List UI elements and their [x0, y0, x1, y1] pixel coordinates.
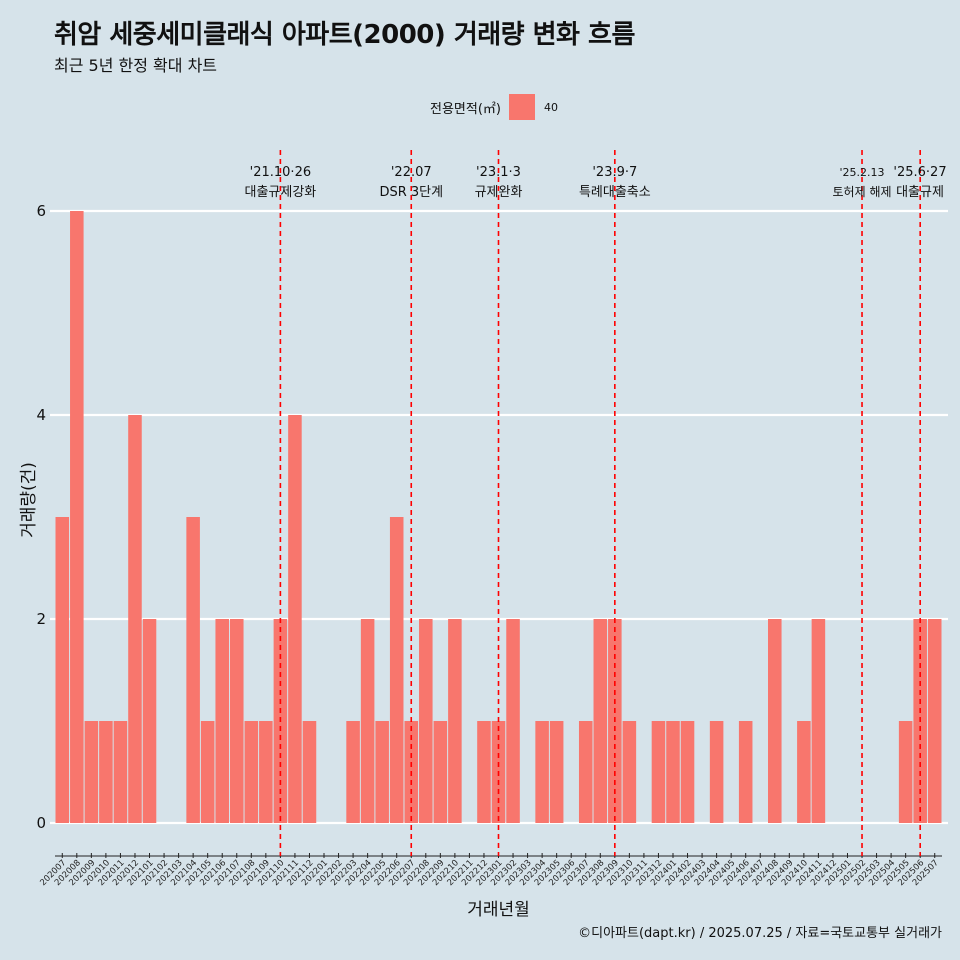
bar	[55, 517, 70, 823]
chart-title: 취암 세중세미클래식 아파트(2000) 거래량 변화 흐름	[54, 20, 635, 50]
bar	[651, 721, 666, 823]
bar	[113, 721, 128, 823]
event-date-label: '23.1·3	[476, 165, 521, 180]
bar	[738, 721, 753, 823]
event-label: 대출규제	[896, 185, 944, 200]
bar	[811, 619, 826, 823]
event-label: 토허제 해제	[833, 185, 892, 199]
event-date-label: '25.6·27	[893, 165, 946, 180]
bar	[535, 721, 549, 823]
bar	[244, 721, 259, 823]
bar	[128, 415, 142, 823]
bar	[229, 619, 244, 823]
bar	[288, 415, 302, 823]
bar	[302, 721, 317, 823]
y-tick-label: 4	[36, 406, 46, 424]
bar	[666, 721, 680, 823]
event-date-label: '21.10·26	[250, 165, 311, 180]
y-axis-title: 거래량(건)	[19, 462, 39, 538]
y-tick-label: 0	[36, 814, 46, 832]
bar	[506, 619, 520, 823]
event-label: 규제완화	[475, 185, 523, 200]
bar	[622, 721, 637, 823]
y-tick-label: 6	[36, 202, 46, 220]
event-date-label: '25.2.13	[840, 166, 885, 179]
legend-swatch	[508, 94, 535, 120]
event-label: 특례대출축소	[579, 185, 651, 200]
bar	[419, 619, 433, 823]
event-date-label: '23.9·7	[592, 165, 637, 180]
bar	[433, 721, 448, 823]
bar	[259, 721, 273, 823]
bar	[680, 721, 695, 823]
bar	[360, 619, 375, 823]
bar	[797, 721, 811, 823]
source-caption: ©디아파트(dapt.kr) / 2025.07.25 / 자료=국토교통부 실…	[578, 926, 942, 941]
chart-subtitle: 최근 5년 한정 확대 차트	[54, 56, 218, 75]
bar	[186, 517, 200, 823]
bar	[142, 619, 157, 823]
bar	[477, 721, 491, 823]
bar	[709, 721, 724, 823]
bar	[898, 721, 913, 823]
bar	[389, 517, 404, 823]
x-axis-title: 거래년월	[467, 900, 530, 920]
legend-title: 전용면적(㎡)	[430, 101, 501, 117]
bar	[84, 721, 99, 823]
bar	[578, 721, 593, 823]
bar	[927, 619, 942, 823]
y-tick-label: 2	[36, 610, 46, 628]
bar	[215, 619, 229, 823]
event-label: 대출규제강화	[245, 185, 317, 200]
bar	[768, 619, 782, 823]
bar	[99, 721, 113, 823]
bar	[375, 721, 389, 823]
bar	[200, 721, 215, 823]
event-date-label: '22.07	[391, 165, 432, 180]
bar	[593, 619, 608, 823]
bar	[549, 721, 564, 823]
bar	[346, 721, 360, 823]
legend: 전용면적(㎡) 40	[430, 92, 558, 122]
legend-entry-label: 40	[543, 100, 558, 114]
bar	[70, 211, 84, 823]
event-label: DSR 3단계	[379, 185, 443, 200]
bar	[448, 619, 462, 823]
